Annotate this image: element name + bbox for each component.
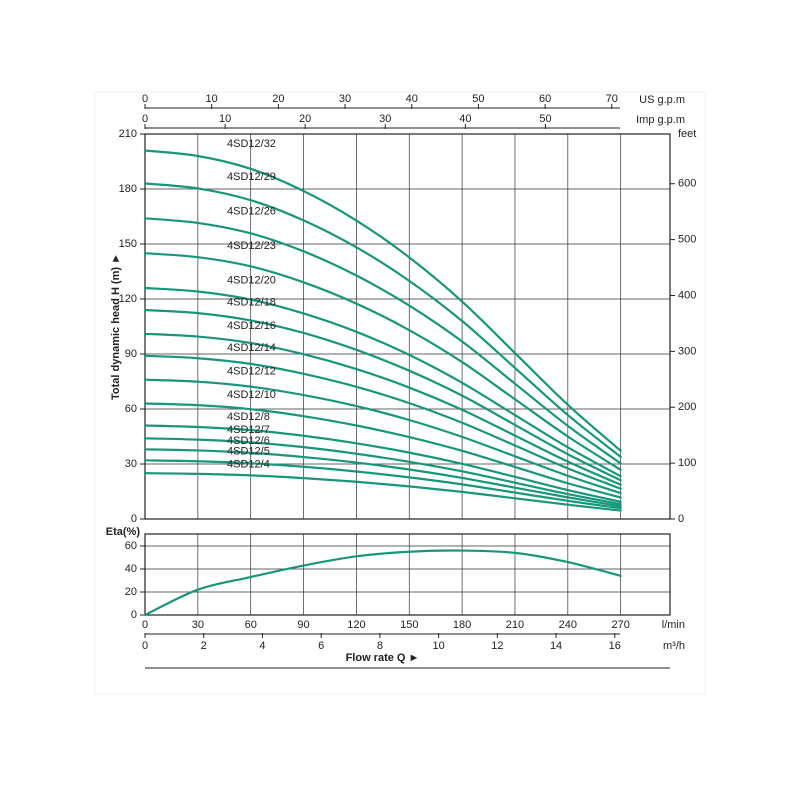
series-label: 4SD12/8 [227,411,270,423]
bottom-tick-label: 6 [318,640,324,652]
x-tick-label: 270 [611,619,629,631]
x-tick-label: 120 [347,619,365,631]
x-tick-label: 60 [245,619,257,631]
top-tick-label: 20 [299,113,311,125]
top-tick-label: 30 [379,113,391,125]
y2-tick-label: 500 [678,234,696,246]
y-tick-label: 90 [125,348,137,360]
y-tick-label: 180 [119,183,137,195]
bottom-tick-label: 14 [550,640,562,652]
top-tick-label: 70 [606,93,618,105]
plot-frame [144,133,671,520]
curve [143,448,622,508]
curve [143,459,622,510]
bottom-tick-label: 0 [142,640,148,652]
curve [143,354,622,490]
x-tick-label: 90 [297,619,309,631]
eta-title: Eta(%) [106,526,141,538]
series-label: 4SD12/14 [227,342,276,354]
y-tick-label: 120 [119,293,137,305]
top-tick-label: 0 [142,113,148,125]
top-tick-label: 40 [459,113,471,125]
series-label: 4SD12/7 [227,424,270,436]
curve [143,332,622,486]
curve [143,286,622,478]
curve [143,424,622,503]
series-label: 4SD12/18 [227,296,276,308]
x-tick-label: 180 [453,619,471,631]
top-tick-label: 0 [142,93,148,105]
x-tick-label: 210 [506,619,524,631]
bottom-tick-label: 2 [201,640,207,652]
series-label: 4SD12/5 [227,446,270,458]
series-label: 4SD12/32 [227,138,276,150]
y-tick-label: 40 [125,563,137,575]
y-tick-label: 60 [125,540,137,552]
y-tick-label: 20 [125,586,137,598]
series-label: 4SD12/4 [227,458,270,470]
top-tick-label: 30 [339,93,351,105]
top-axis-title: Imp g.p.m [636,114,685,126]
top-tick-label: 10 [219,113,231,125]
y-tick-label: 210 [119,128,137,140]
plot-frame [144,533,671,616]
curve [143,402,622,499]
series-label: 4SD12/23 [227,240,276,252]
top-axis-title: US g.p.m [639,94,685,106]
top-tick-label: 50 [472,93,484,105]
y2-tick-label: 200 [678,401,696,413]
curve [143,182,622,458]
x-tick-label: 0 [142,619,148,631]
series-label: 4SD12/12 [227,366,276,378]
y2-tick-label: 0 [678,513,684,525]
curve [143,549,622,617]
curve [143,217,622,465]
curve [143,472,622,512]
series-label: 4SD12/29 [227,171,276,183]
series-label: 4SD12/10 [227,389,276,401]
y-tick-label: 30 [125,458,137,470]
x-axis-unit: l/min [662,619,685,631]
bottom-tick-label: 12 [491,640,503,652]
x-tick-label: 240 [559,619,577,631]
y-tick-label: 0 [131,513,137,525]
series-label: 4SD12/6 [227,435,270,447]
curve [143,252,622,471]
bottom-tick-label: 10 [432,640,444,652]
y2-axis-title: feet [678,128,696,140]
top-tick-label: 60 [539,93,551,105]
bottom-tick-label: 4 [259,640,265,652]
x-tick-label: 30 [192,619,204,631]
flow-rate-title: Flow rate Q ► [346,652,420,664]
curve [143,308,622,482]
y-tick-label: 150 [119,238,137,250]
y2-tick-label: 300 [678,345,696,357]
y-axis-title: Total dynamic head H (m) ► [110,253,122,400]
curve [143,437,622,506]
bottom-tick-label: 16 [609,640,621,652]
y2-tick-label: 600 [678,178,696,190]
bottom-tick-label: 8 [377,640,383,652]
top-tick-label: 10 [206,93,218,105]
curve [143,378,622,495]
series-label: 4SD12/20 [227,275,276,287]
top-tick-label: 20 [272,93,284,105]
bottom-axis-title: m³/h [663,640,685,652]
y2-tick-label: 400 [678,289,696,301]
page-border [94,91,706,695]
series-label: 4SD12/16 [227,320,276,332]
y-tick-label: 60 [125,403,137,415]
top-tick-label: 40 [406,93,418,105]
curve [143,149,622,452]
x-tick-label: 150 [400,619,418,631]
series-label: 4SD12/26 [227,206,276,218]
y-tick-label: 0 [131,609,137,621]
y2-tick-label: 100 [678,457,696,469]
top-tick-label: 50 [539,113,551,125]
